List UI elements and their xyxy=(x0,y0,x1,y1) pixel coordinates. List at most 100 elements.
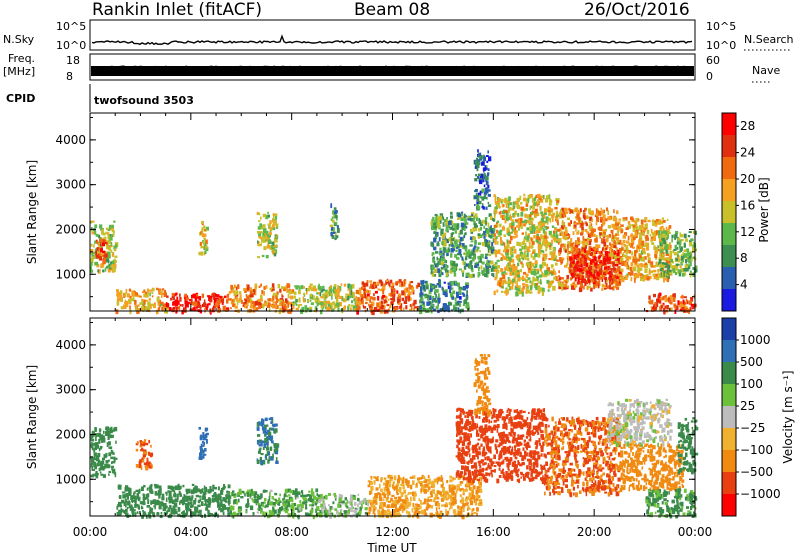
power-cell xyxy=(506,289,509,293)
power-cell xyxy=(581,271,585,275)
power-cell xyxy=(587,274,591,278)
velocity-cell xyxy=(119,485,122,490)
power-cell xyxy=(595,260,598,264)
power-cell xyxy=(234,284,236,289)
power-cell xyxy=(576,222,579,225)
power-cell xyxy=(672,293,675,297)
power-cell xyxy=(502,249,505,253)
power-cell xyxy=(355,307,359,311)
power-cell xyxy=(525,231,527,237)
power-cell xyxy=(565,263,569,267)
power-cell xyxy=(537,253,541,258)
power-cell xyxy=(665,253,669,256)
velocity-cell xyxy=(136,511,139,515)
power-cell xyxy=(612,274,615,279)
power-cell xyxy=(501,226,506,231)
power-cell xyxy=(647,252,650,258)
power-cell xyxy=(625,216,628,221)
power-cell xyxy=(101,253,105,256)
power-cell xyxy=(483,191,487,195)
power-cell xyxy=(479,156,483,159)
power-cell xyxy=(366,290,369,294)
power-cell xyxy=(616,230,619,234)
velocity-cell xyxy=(316,506,320,511)
power-cell xyxy=(407,293,411,298)
power-cell xyxy=(645,236,647,242)
power-cell xyxy=(310,293,312,297)
power-cell xyxy=(475,188,478,192)
power-cell xyxy=(161,288,165,291)
power-cell xyxy=(638,232,642,235)
power-cell xyxy=(271,288,275,291)
power-cell xyxy=(446,230,449,233)
power-cell xyxy=(585,242,589,246)
power-cell xyxy=(569,263,573,268)
velocity-cell xyxy=(181,511,183,515)
power-cell xyxy=(454,230,457,234)
power-cell xyxy=(657,296,660,300)
power-cell xyxy=(500,268,504,273)
power-cell xyxy=(539,282,542,285)
power-colorbar-ticklabel: 8 xyxy=(740,251,748,265)
power-cell xyxy=(689,307,692,311)
power-cell xyxy=(547,206,551,211)
power-cell xyxy=(488,253,492,257)
power-cell xyxy=(450,280,454,286)
power-cell xyxy=(97,269,99,273)
power-cell xyxy=(473,253,476,257)
power-cell xyxy=(440,258,445,261)
power-cell xyxy=(232,290,236,294)
power-cell xyxy=(617,227,620,232)
power-cell xyxy=(330,293,334,296)
power-cell xyxy=(250,299,253,304)
power-cell xyxy=(474,178,478,182)
power-cell xyxy=(179,304,182,307)
power-cell xyxy=(214,293,218,297)
power-cell xyxy=(551,225,555,228)
power-cell xyxy=(622,219,626,222)
power-cell xyxy=(662,296,666,300)
power-cell xyxy=(625,275,628,280)
power-cell xyxy=(333,286,337,291)
power-cell xyxy=(586,266,588,271)
power-cell xyxy=(94,230,97,235)
power-cell xyxy=(580,262,583,268)
power-cell xyxy=(442,252,445,256)
power-cell xyxy=(591,278,595,282)
velocity-cell xyxy=(167,490,171,493)
power-cell xyxy=(582,210,585,213)
power-cell xyxy=(577,238,580,243)
power-cell xyxy=(393,297,396,302)
power-cell xyxy=(451,296,455,300)
velocity-cell xyxy=(134,503,137,508)
power-cell xyxy=(523,238,526,242)
power-cell xyxy=(295,307,299,311)
power-cell xyxy=(437,241,439,245)
velocity-cell xyxy=(99,463,103,467)
power-cell xyxy=(581,226,584,231)
power-cell xyxy=(111,224,114,228)
power-cell xyxy=(587,264,591,269)
power-cell xyxy=(473,255,476,260)
power-cell xyxy=(523,193,526,197)
power-cell xyxy=(492,238,495,243)
power-cell xyxy=(440,253,443,258)
power-cell xyxy=(650,306,653,309)
power-cell xyxy=(589,271,593,277)
power-cell xyxy=(657,299,660,303)
power-cell xyxy=(306,290,308,295)
power-cell xyxy=(585,262,588,267)
power-cell xyxy=(477,173,481,176)
power-cell xyxy=(497,280,500,286)
power-cell xyxy=(420,284,425,287)
velocity-cell xyxy=(246,489,249,495)
power-cell xyxy=(334,222,338,225)
velocity-cell xyxy=(141,486,144,492)
power-cell xyxy=(113,248,116,252)
power-cell xyxy=(611,223,614,228)
power-cell xyxy=(257,240,259,244)
power-cell xyxy=(116,301,119,306)
power-cell xyxy=(665,249,668,254)
power-cell xyxy=(675,263,678,266)
velocity-cell xyxy=(166,509,170,513)
